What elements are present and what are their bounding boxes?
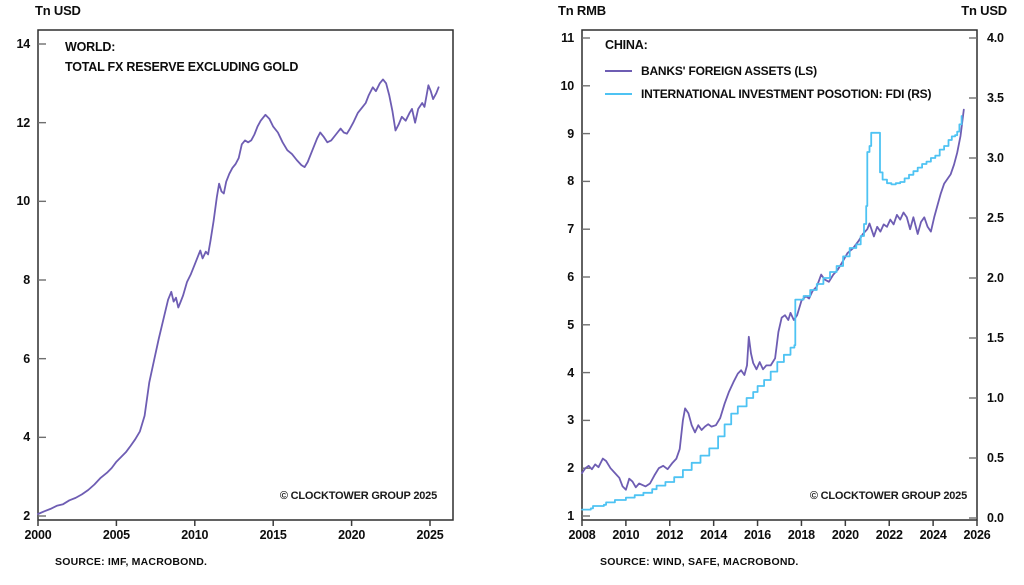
series-line-purple [37, 78, 440, 515]
right-chart-unit-right-label: Tn USD [961, 3, 1007, 18]
legend-line-swatch-purple [605, 69, 632, 72]
right-chart-source: SOURCE: WIND, SAFE, MACROBOND. [600, 556, 799, 568]
legend-label-iip-fdi: INTERNATIONAL INVESTMENT POSOTION: FDI (… [641, 86, 932, 101]
right-chart-watermark: © CLOCKTOWER GROUP 2025 [809, 490, 967, 502]
plot-frame [37, 29, 454, 521]
series-line-blue [581, 115, 963, 511]
right-chart-title-line1: CHINA: [605, 38, 648, 52]
legend-line-swatch-blue [605, 92, 632, 95]
legend-label-banks-foreign-assets: BANKS' FOREIGN ASSETS (LS) [641, 63, 817, 78]
legend-item-iip-fdi: INTERNATIONAL INVESTMENT POSOTION: FDI (… [605, 82, 931, 105]
left-chart-unit-left-label: Tn USD [35, 3, 81, 18]
right-chart-unit-left-label: Tn RMB [558, 3, 606, 18]
legend-item-banks-foreign-assets: BANKS' FOREIGN ASSETS (LS) [605, 59, 931, 82]
left-chart-watermark: © CLOCKTOWER GROUP 2025 [279, 490, 437, 502]
series-line-purple [581, 108, 965, 491]
plot-frame [581, 29, 978, 521]
left-chart-source: SOURCE: IMF, MACROBOND. [55, 556, 208, 568]
left-chart-title-line1: WORLD: [65, 40, 116, 54]
left-chart-title-line2: TOTAL FX RESERVE EXCLUDING GOLD [65, 60, 299, 74]
right-chart-legend: BANKS' FOREIGN ASSETS (LS) INTERNATIONAL… [605, 59, 931, 105]
